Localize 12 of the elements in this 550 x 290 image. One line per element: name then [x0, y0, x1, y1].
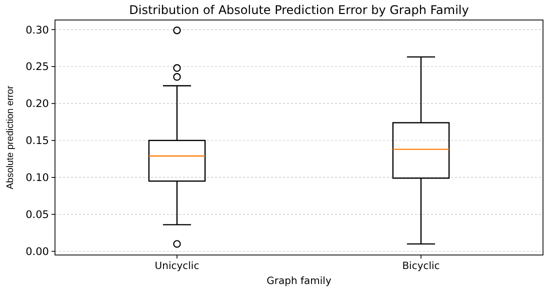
y-tick-label: 0.10: [26, 172, 49, 184]
y-tick-label: 0.00: [26, 246, 49, 258]
y-tick-label: 0.30: [26, 24, 49, 36]
x-tick-label: Unicyclic: [154, 261, 200, 272]
y-tick-label: 0.25: [26, 61, 49, 74]
y-tick-label: 0.20: [26, 98, 49, 110]
y-axis-title: Absolute prediction error: [5, 86, 16, 190]
chart-title: Distribution of Absolute Prediction Error by Graph Family: [129, 3, 469, 17]
x-tick-label: Bicyclic: [402, 261, 440, 272]
x-axis-title: Graph family: [266, 276, 332, 287]
y-tick-label: 0.05: [26, 209, 49, 222]
y-tick-label: 0.15: [26, 135, 49, 148]
